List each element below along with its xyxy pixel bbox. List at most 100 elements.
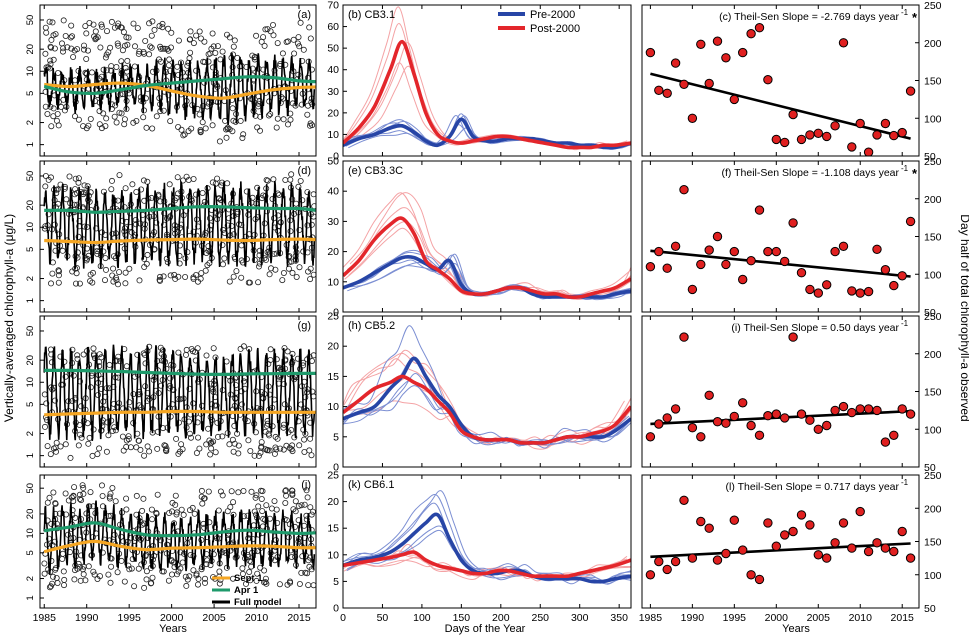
data-point [872,130,882,140]
post-2000-member-line [346,207,631,298]
data-point [847,407,857,418]
observation-point [187,36,194,43]
observation-point [83,70,90,77]
x-tick-label: 2015 [287,612,311,624]
data-point [704,390,714,400]
post-2000-mean-line [343,39,631,150]
observation-point [267,111,274,118]
data-point [738,398,748,408]
data-point [905,553,916,563]
observation-point [307,276,314,283]
data-point [872,244,882,255]
observation-point [91,33,98,40]
observation-point [197,127,204,134]
observation-point [146,51,153,58]
observation-point [59,247,66,254]
observation-point [212,449,219,456]
observation-point [301,501,308,508]
observation-point [281,401,288,408]
data-point [855,506,865,517]
data-point [679,495,689,505]
data-point [645,47,656,58]
theil-sen-trend-line [650,72,911,140]
data-point [754,574,765,585]
observation-point [187,28,194,35]
observation-point [291,523,298,530]
theil-sen-trend-line [650,249,911,278]
observation-point [262,26,269,33]
observation-point [301,448,308,455]
observation-point [185,176,192,183]
observation-point [60,48,67,55]
observation-point [182,573,189,580]
pre-2000-member-line [343,325,627,445]
observation-point [308,66,315,73]
data-point [838,401,849,412]
observation-point [60,45,67,52]
observation-point [287,228,294,235]
observation-point [305,582,312,589]
observation-point [201,579,208,586]
data-point [889,546,899,557]
observation-point [123,506,130,513]
observation-point [168,571,175,578]
data-point [696,39,706,49]
observation-point [257,564,264,571]
x-tick-label: 100 [413,612,431,624]
observation-point [78,403,85,410]
observation-point [42,183,49,190]
data-point [847,142,857,152]
y-tick-label: 1 [25,595,36,600]
observation-point [123,363,130,370]
observation-point [113,64,120,71]
observation-point [80,571,87,578]
observation-point [107,579,114,586]
y-tick-label: 50 [25,15,36,26]
observation-point [166,382,173,389]
observation-point [108,18,115,25]
data-point [704,523,714,533]
observation-point [85,47,92,54]
observation-point [140,114,147,121]
panel-frame [342,474,632,609]
observation-point [210,551,217,558]
plot-area [343,325,631,450]
y-tick-label: 200 [924,194,942,206]
observation-point [293,273,300,280]
observation-point [217,197,224,204]
data-point [897,404,907,414]
observation-point [178,506,185,513]
observation-point [175,37,182,44]
observation-point [310,352,316,359]
observation-point [175,124,182,131]
observation-point [238,401,245,408]
observation-point [141,255,148,262]
y-tick-label: 10 [25,222,36,233]
observation-point [159,24,166,31]
data-point [721,53,731,63]
observation-point [186,430,193,437]
observation-point [114,569,121,576]
observation-point [164,46,171,53]
observation-point [106,495,113,502]
data-point [872,405,882,416]
observation-point [62,441,69,448]
observation-point [207,50,214,57]
observation-point [94,576,101,583]
observation-point [165,92,172,99]
observation-point [161,442,168,449]
data-point [670,58,681,68]
observation-point [265,112,272,119]
observation-point [53,575,60,582]
observation-point [63,196,70,203]
y-tick-label: 50 [25,326,36,337]
observation-point [267,265,274,272]
observation-point [98,23,105,30]
panel-label: (k) CB6.1 [348,479,394,491]
y-tick-label: 250 [924,0,942,12]
observation-point [116,269,123,276]
observation-point [55,70,62,77]
y-tick-label: 250 [924,156,942,168]
observation-point [126,566,133,573]
observation-point [131,583,138,590]
